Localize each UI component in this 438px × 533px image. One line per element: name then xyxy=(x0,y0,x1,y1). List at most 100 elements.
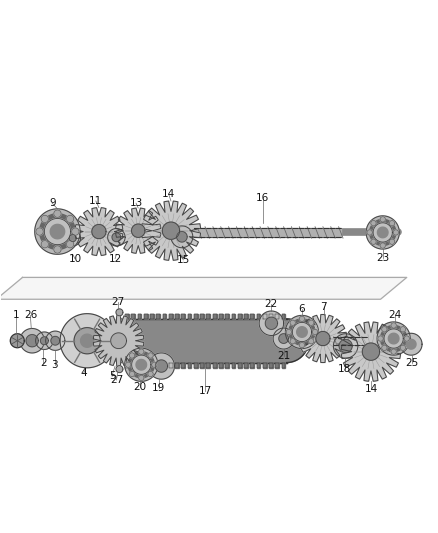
Text: 7: 7 xyxy=(321,302,327,312)
Text: 27: 27 xyxy=(110,375,123,385)
Polygon shape xyxy=(141,201,201,260)
Polygon shape xyxy=(40,337,48,345)
Polygon shape xyxy=(148,353,174,379)
Polygon shape xyxy=(75,208,123,255)
Text: 10: 10 xyxy=(68,254,81,264)
Polygon shape xyxy=(251,313,254,319)
Polygon shape xyxy=(156,362,160,368)
Polygon shape xyxy=(116,309,123,316)
Polygon shape xyxy=(162,222,180,239)
Polygon shape xyxy=(381,326,407,352)
Text: 9: 9 xyxy=(49,198,56,208)
Text: 22: 22 xyxy=(264,298,277,309)
Text: 14: 14 xyxy=(364,384,378,394)
Text: 18: 18 xyxy=(338,364,351,374)
Polygon shape xyxy=(389,333,399,344)
Text: 6: 6 xyxy=(299,304,305,314)
Circle shape xyxy=(389,239,395,244)
Polygon shape xyxy=(194,362,198,368)
Polygon shape xyxy=(251,362,254,368)
Text: 1: 1 xyxy=(13,310,20,320)
Polygon shape xyxy=(138,313,141,319)
Polygon shape xyxy=(124,319,287,362)
Polygon shape xyxy=(74,328,100,354)
Polygon shape xyxy=(169,362,173,368)
Polygon shape xyxy=(299,314,347,362)
Polygon shape xyxy=(257,313,260,319)
Circle shape xyxy=(67,215,74,223)
Polygon shape xyxy=(116,208,161,253)
Polygon shape xyxy=(265,317,278,329)
Polygon shape xyxy=(111,333,127,349)
Polygon shape xyxy=(263,313,267,319)
Polygon shape xyxy=(225,362,229,368)
Polygon shape xyxy=(112,233,121,241)
Polygon shape xyxy=(279,334,288,343)
Polygon shape xyxy=(244,362,248,368)
Polygon shape xyxy=(50,224,65,239)
Polygon shape xyxy=(400,333,422,355)
Polygon shape xyxy=(316,332,330,345)
Text: 21: 21 xyxy=(277,351,290,361)
Polygon shape xyxy=(131,224,145,237)
Polygon shape xyxy=(20,328,44,353)
Polygon shape xyxy=(276,362,279,368)
Polygon shape xyxy=(269,313,273,319)
Text: 5: 5 xyxy=(109,370,115,381)
Polygon shape xyxy=(102,319,124,362)
Polygon shape xyxy=(93,316,144,366)
Polygon shape xyxy=(177,231,187,242)
Circle shape xyxy=(139,349,144,354)
Polygon shape xyxy=(144,313,148,319)
Polygon shape xyxy=(263,362,267,368)
Polygon shape xyxy=(292,322,311,342)
Circle shape xyxy=(389,221,395,226)
Polygon shape xyxy=(193,228,341,237)
Polygon shape xyxy=(46,331,65,350)
Circle shape xyxy=(380,217,385,222)
Polygon shape xyxy=(333,334,358,358)
Text: 26: 26 xyxy=(24,310,37,320)
Text: 20: 20 xyxy=(133,382,146,392)
Circle shape xyxy=(152,362,157,367)
Circle shape xyxy=(308,320,314,325)
Polygon shape xyxy=(276,313,279,319)
Circle shape xyxy=(400,327,406,332)
Polygon shape xyxy=(144,362,148,368)
Circle shape xyxy=(299,342,304,348)
Circle shape xyxy=(148,353,153,358)
Circle shape xyxy=(290,320,295,325)
Text: 4: 4 xyxy=(80,368,87,378)
Circle shape xyxy=(67,240,74,248)
Polygon shape xyxy=(339,340,352,352)
Polygon shape xyxy=(35,332,53,350)
Circle shape xyxy=(391,349,396,354)
Polygon shape xyxy=(406,340,416,349)
Circle shape xyxy=(380,243,385,248)
Text: 19: 19 xyxy=(152,383,166,393)
Polygon shape xyxy=(35,209,80,254)
Polygon shape xyxy=(171,226,193,248)
Polygon shape xyxy=(188,362,191,368)
Text: 25: 25 xyxy=(405,358,419,368)
Circle shape xyxy=(54,210,61,217)
Text: 14: 14 xyxy=(162,189,175,199)
Text: 17: 17 xyxy=(198,386,212,396)
Polygon shape xyxy=(181,313,185,319)
Text: 27: 27 xyxy=(111,297,124,308)
Polygon shape xyxy=(108,229,125,246)
Circle shape xyxy=(72,228,79,235)
Polygon shape xyxy=(341,322,400,381)
Polygon shape xyxy=(287,319,308,362)
Circle shape xyxy=(308,338,314,344)
Polygon shape xyxy=(51,336,60,345)
Polygon shape xyxy=(238,362,242,368)
Polygon shape xyxy=(131,313,135,319)
Polygon shape xyxy=(377,322,410,355)
Polygon shape xyxy=(269,362,273,368)
Circle shape xyxy=(367,230,372,235)
Polygon shape xyxy=(136,359,147,370)
Polygon shape xyxy=(116,366,123,373)
Polygon shape xyxy=(282,313,286,319)
Polygon shape xyxy=(150,313,154,319)
